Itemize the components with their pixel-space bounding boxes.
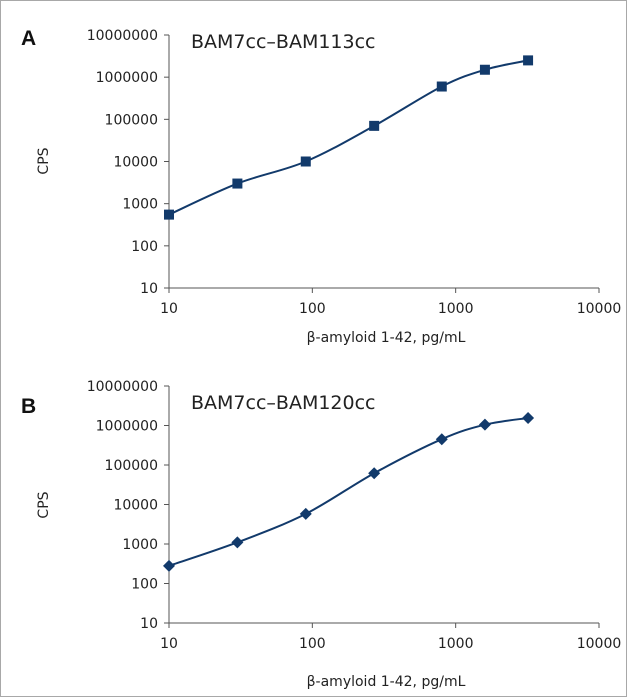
y-tick-label: 10 [140,281,158,297]
panel-b: B BAM7cc–BAM120cc β-amyloid 1-42, pg/mL … [21,379,621,690]
x-tick-label: 1000 [438,301,474,317]
y-tick-label: 100 [131,577,158,593]
data-point [479,64,490,75]
x-tick-label: 10 [160,301,178,317]
data-point [299,507,312,520]
y-tick-label: 1000000 [96,419,158,435]
data-point [436,81,447,92]
data-point [369,120,380,131]
y-tick-label: 100000 [105,112,158,128]
plot-area: 10 100 1000 10000 100000 1000000 10000000 10 100… [87,379,622,652]
y-axis-label: CPS [36,491,52,518]
y-tick-label: 1000000 [96,70,158,86]
data-point [300,156,311,167]
series-line [168,59,529,216]
x-tick-label: 100 [299,636,326,652]
y-tick-label: 10000 [113,498,158,514]
panel-letter: A [21,27,36,50]
y-tick-label: 1000 [122,197,158,213]
y-tick-label: 100000 [105,458,158,474]
data-point [231,536,244,549]
data-point [522,411,535,424]
plot-area: 10 100 1000 10000 100000 1000000 10000000 10 100… [87,28,622,317]
y-tick-label: 10000000 [87,28,158,44]
data-point [478,418,491,431]
y-tick-label: 10000 [113,155,158,171]
data-point [164,209,174,220]
x-tick-label: 10000 [577,636,622,652]
y-tick-label: 1000 [122,537,158,553]
x-axis-label: β-amyloid 1-42, pg/mL [307,674,466,690]
y-axis-label: CPS [36,147,52,174]
x-axis-label: β-amyloid 1-42, pg/mL [307,330,466,346]
y-tick-label: 100 [131,239,158,255]
chart-title: BAM7cc–BAM113cc [191,31,376,53]
y-tick-label: 10 [140,616,158,632]
data-point [435,433,448,446]
data-point [523,55,534,66]
x-tick-label: 1000 [438,636,474,652]
data-point [163,559,175,572]
data-point [368,467,381,480]
panel-letter: B [21,395,36,418]
series-line [168,416,529,567]
x-tick-label: 10000 [577,301,622,317]
panel-a: A BAM7cc–BAM113cc β-amyloid 1-42, pg/mL … [21,27,621,346]
x-tick-label: 100 [299,301,326,317]
x-tick-label: 10 [160,636,178,652]
chart-title: BAM7cc–BAM120cc [191,392,376,414]
data-point [232,178,243,189]
y-tick-label: 10000000 [87,379,158,395]
